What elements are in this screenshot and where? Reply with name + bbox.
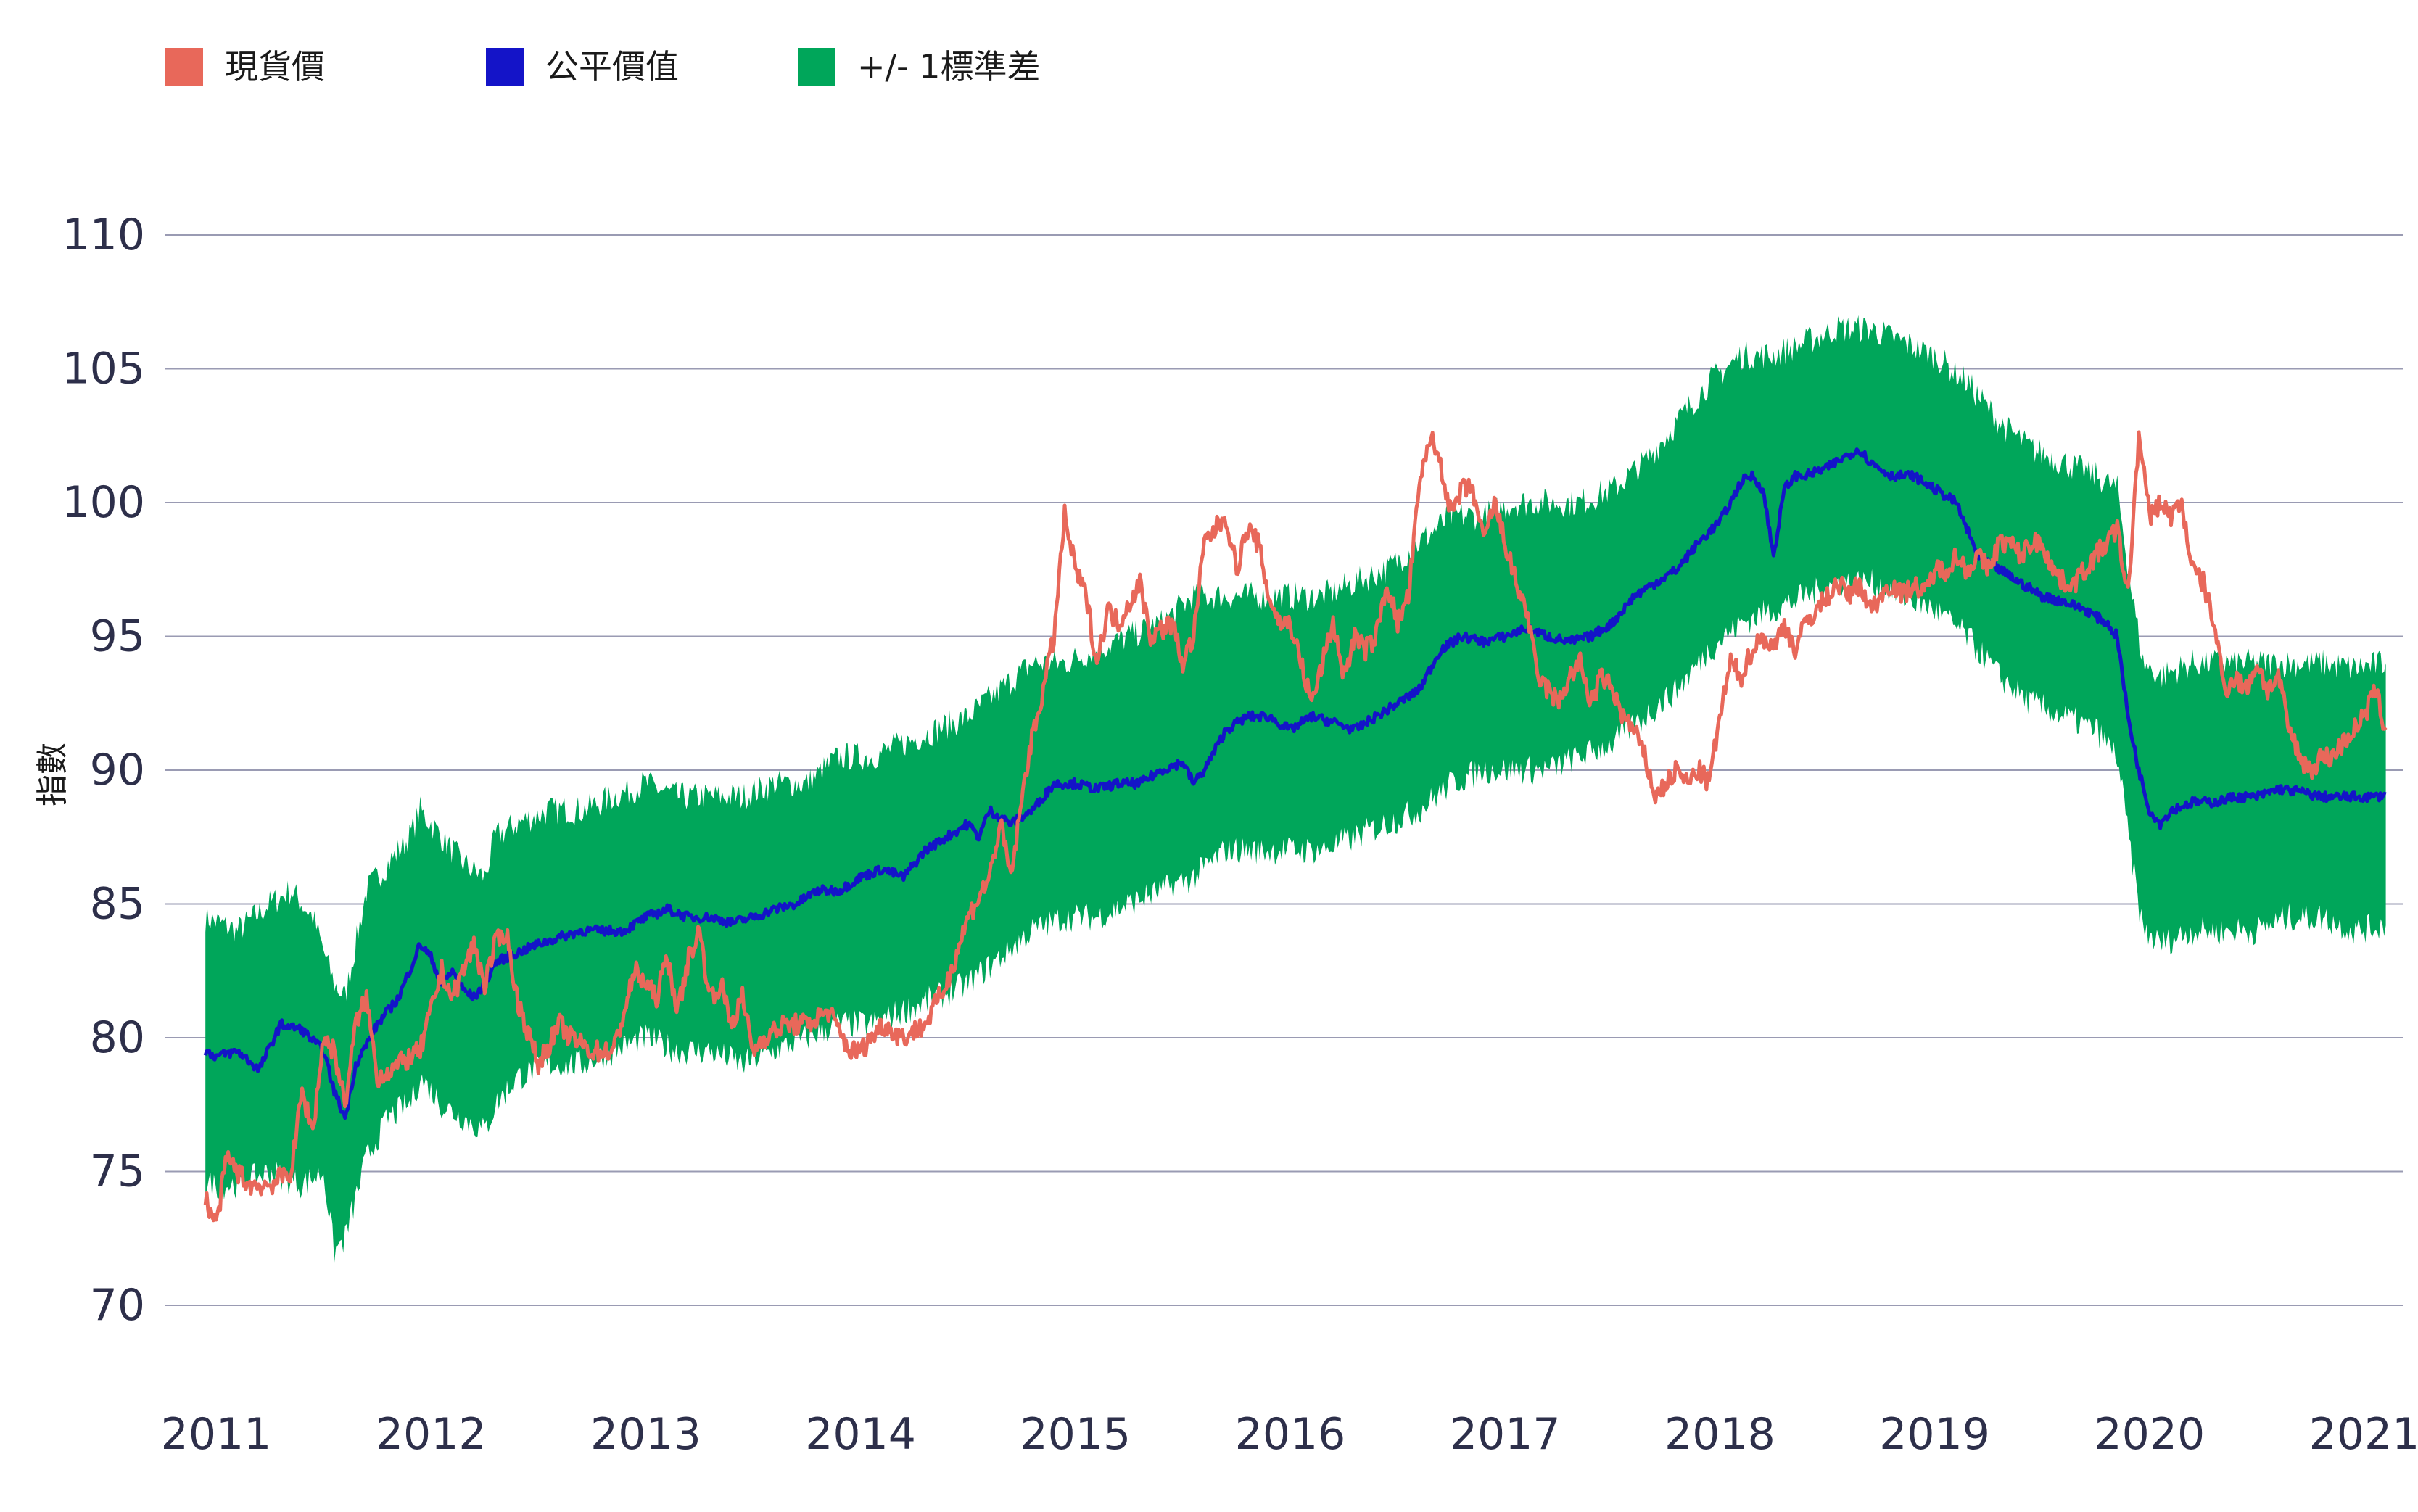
legend-swatch [165, 48, 203, 86]
y-tick-label: 100 [62, 477, 145, 528]
y-axis-label: 指數 [34, 743, 71, 806]
legend-swatch [486, 48, 524, 86]
fair-value-line [203, 447, 2387, 1120]
x-tick-label: 2012 [376, 1409, 487, 1460]
x-tick-label: 2019 [1879, 1409, 1990, 1460]
x-tick-label: 2013 [590, 1409, 701, 1460]
legend-label: 現貨價 [225, 47, 325, 86]
x-tick-label: 2017 [1450, 1409, 1561, 1460]
y-tick-label: 80 [90, 1012, 145, 1063]
y-tick-label: 90 [90, 745, 145, 796]
spot-price-line [203, 430, 2388, 1223]
y-tick-label: 70 [90, 1280, 145, 1331]
legend-swatch [798, 48, 835, 86]
std-band-area [205, 315, 2386, 1263]
x-tick-label: 2016 [1235, 1409, 1346, 1460]
y-axis-ticks: 110 105 100 95 90 85 80 75 70 [62, 210, 145, 1331]
x-axis-ticks: 2011 2012 2013 2014 2015 2016 2017 2018 2019 2020… [161, 1409, 2418, 1460]
y-tick-label: 110 [62, 210, 145, 260]
y-tick-label: 95 [90, 611, 145, 662]
legend-label: +/- 1標準差 [857, 47, 1041, 86]
x-tick-label: 2021 [2309, 1409, 2418, 1460]
series-lines [203, 430, 2388, 1223]
y-tick-label: 85 [90, 879, 145, 930]
y-tick-label: 105 [62, 344, 145, 394]
x-tick-label: 2015 [1020, 1409, 1131, 1460]
x-tick-label: 2011 [161, 1409, 272, 1460]
y-tick-label: 75 [90, 1147, 145, 1197]
x-tick-label: 2020 [2094, 1409, 2205, 1460]
x-tick-label: 2018 [1664, 1409, 1775, 1460]
x-tick-label: 2014 [805, 1409, 916, 1460]
legend-label: 公平價值 [545, 47, 679, 86]
legend: 現貨價 公平價值 +/- 1標準差 [165, 47, 1041, 86]
std-band-layer [205, 315, 2386, 1263]
